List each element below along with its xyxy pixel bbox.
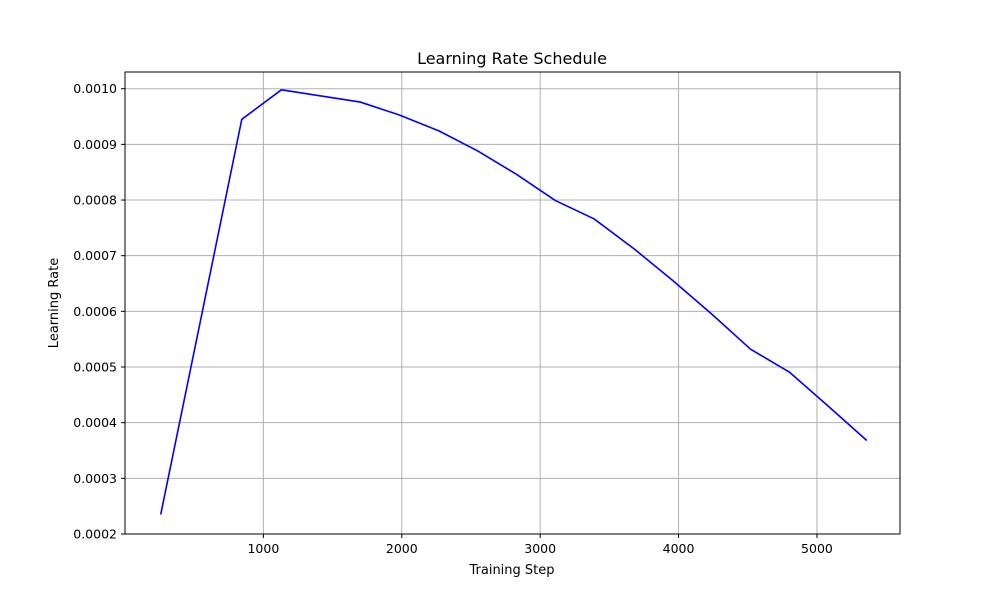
y-tick-label: 0.0010 [73, 81, 117, 96]
x-tick-label: 1000 [247, 541, 279, 556]
learning-rate-line [159, 89, 868, 515]
chart-title: Learning Rate Schedule [417, 49, 607, 68]
plot-frame [124, 71, 901, 535]
y-tick-label: 0.0002 [73, 527, 117, 542]
x-tick-label: 2000 [386, 541, 418, 556]
series-layer [159, 89, 868, 515]
x-axis: 1000 2000 3000 4000 5000 [247, 534, 833, 556]
y-tick-label: 0.0009 [73, 137, 117, 152]
y-tick-label: 0.0006 [73, 304, 117, 319]
x-tick-label: 5000 [801, 541, 833, 556]
y-tick-label: 0.0007 [73, 248, 117, 263]
y-axis: 0.0002 0.0003 0.0004 0.0005 0.0006 0.0007 0.00… [73, 81, 125, 542]
y-tick-label: 0.0004 [73, 415, 117, 430]
y-axis-label: Learning Rate [47, 258, 62, 348]
x-tick-label: 4000 [663, 541, 695, 556]
x-axis-label: Training Step [468, 563, 554, 578]
y-tick-label: 0.0008 [73, 193, 117, 208]
y-tick-label: 0.0005 [73, 360, 117, 375]
y-tick-label: 0.0003 [73, 471, 117, 486]
x-tick-label: 3000 [524, 541, 556, 556]
